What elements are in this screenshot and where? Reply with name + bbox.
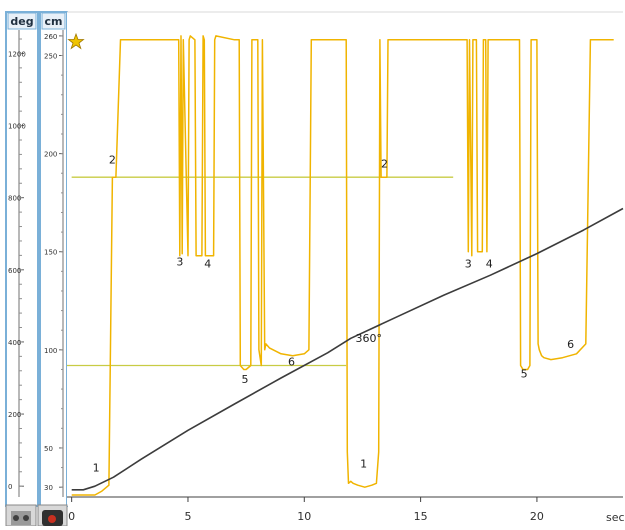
annotation-label: 3 bbox=[176, 255, 183, 268]
series-lines bbox=[71, 35, 624, 496]
annotation-label: 1 bbox=[360, 458, 367, 471]
x-ticks: 0 5 10 15 20 bbox=[68, 497, 544, 523]
plot-area[interactable] bbox=[67, 12, 623, 506]
cm-header[interactable] bbox=[41, 12, 66, 30]
deg-tick-label: 0 bbox=[8, 483, 12, 491]
deg-tick-label: 600 bbox=[8, 267, 21, 275]
cm-ticks: 30 50 100 150 200 250 260 bbox=[44, 33, 63, 492]
cm-tick-label: 30 bbox=[44, 484, 53, 492]
deg-tick-label: 1000 bbox=[8, 123, 26, 131]
deg-header-label: deg bbox=[10, 15, 33, 28]
sensor-icon[interactable] bbox=[5, 504, 37, 527]
annotation-label: 2 bbox=[109, 153, 116, 166]
x-tick-label: 15 bbox=[414, 510, 428, 523]
cm-tick-label: 260 bbox=[44, 33, 57, 41]
annotation-label: 6 bbox=[288, 356, 295, 369]
cm-tick-label: 200 bbox=[44, 151, 57, 159]
deg-ticks: 0 200 400 600 800 1000 1200 bbox=[8, 38, 26, 491]
distance-line bbox=[71, 35, 614, 496]
cm-tick-label: 100 bbox=[44, 347, 57, 355]
annotation-label: 1 bbox=[93, 461, 100, 474]
annotation-label: 3 bbox=[465, 257, 472, 270]
x-tick-label: 20 bbox=[530, 510, 544, 523]
motor-icon[interactable] bbox=[37, 504, 68, 527]
star-icon[interactable] bbox=[67, 32, 85, 50]
annotation-label: 2 bbox=[381, 157, 388, 170]
deg-tick-label: 1200 bbox=[8, 50, 26, 58]
cm-tick-label: 250 bbox=[44, 53, 57, 61]
x-tick-label: 0 bbox=[68, 510, 75, 523]
x-tick-label: 10 bbox=[297, 510, 311, 523]
deg-axis-panel bbox=[5, 11, 39, 507]
deg-header[interactable] bbox=[7, 12, 37, 30]
deg-tick-label: 800 bbox=[8, 195, 21, 203]
cm-header-label: cm bbox=[45, 15, 63, 28]
x-axis-label: sec bbox=[606, 511, 625, 524]
annotation-label: 5 bbox=[241, 373, 248, 386]
annotation-label: 6 bbox=[567, 338, 574, 351]
cm-tick-label: 50 bbox=[44, 445, 53, 453]
x-tick-label: 5 bbox=[184, 510, 191, 523]
annotation-label: 4 bbox=[486, 257, 493, 270]
annotation-label: 360° bbox=[355, 332, 382, 345]
cm-tick-label: 150 bbox=[44, 249, 57, 257]
annotations: 1 2 3 4 5 6 360° 1 2 3 4 5 6 bbox=[93, 153, 575, 474]
rotation-line bbox=[71, 207, 624, 491]
deg-tick-label: 200 bbox=[8, 411, 21, 419]
deg-tick-label: 400 bbox=[8, 339, 21, 347]
annotation-label: 4 bbox=[204, 257, 211, 270]
annotation-label: 5 bbox=[521, 367, 528, 380]
